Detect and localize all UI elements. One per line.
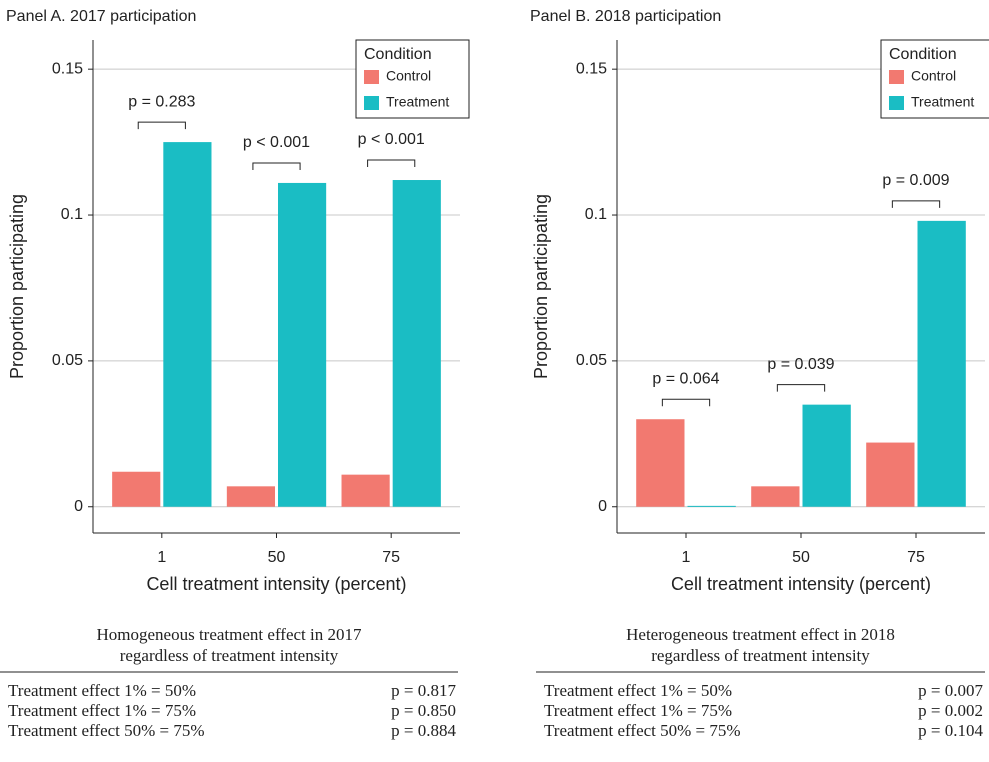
chart-title: Panel A. 2017 participation — [6, 8, 196, 25]
x-tick-label: 1 — [157, 549, 166, 566]
x-axis-label: Cell treatment intensity (percent) — [146, 574, 406, 594]
table-p-value: p = 0.002 — [918, 701, 983, 720]
legend-title: Condition — [889, 46, 957, 63]
y-axis-label: Proportion participating — [7, 194, 27, 379]
bar — [687, 505, 736, 507]
legend-label: Treatment — [911, 94, 974, 110]
x-axis-label: Cell treatment intensity (percent) — [671, 574, 931, 594]
table-caption: Homogeneous treatment effect in 2017 — [97, 625, 362, 644]
bar — [163, 142, 212, 507]
bar — [751, 486, 800, 507]
table-label: Treatment effect 1% = 50% — [544, 681, 732, 700]
y-tick-label: 0.15 — [52, 60, 83, 77]
legend-label: Treatment — [386, 94, 449, 110]
bar — [226, 486, 275, 507]
table-p-value: p = 0.104 — [918, 721, 983, 740]
p-value-label: p = 0.283 — [128, 93, 195, 110]
bracket — [661, 398, 711, 407]
table-p-value: p = 0.884 — [391, 721, 456, 740]
table-label: Treatment effect 1% = 75% — [8, 701, 196, 720]
legend-swatch — [889, 96, 904, 110]
x-tick-label: 1 — [682, 549, 691, 566]
bracket — [367, 159, 416, 168]
bracket — [252, 162, 301, 170]
legend-swatch — [889, 70, 904, 84]
table-label: Treatment effect 50% = 75% — [544, 721, 741, 740]
table-p-value: p = 0.850 — [391, 701, 456, 720]
p-value-label: p = 0.064 — [652, 370, 719, 387]
bracket — [776, 384, 826, 392]
table-label: Treatment effect 1% = 75% — [544, 701, 732, 720]
table-caption: regardless of treatment intensity — [120, 646, 339, 665]
y-tick-label: 0 — [598, 498, 607, 515]
bar — [917, 220, 966, 507]
legend-label: Control — [386, 68, 431, 84]
bar — [392, 180, 441, 507]
bar — [866, 442, 915, 507]
legend-swatch — [364, 96, 379, 110]
bar — [341, 474, 390, 507]
y-tick-label: 0.15 — [576, 60, 607, 77]
table-caption: regardless of treatment intensity — [651, 646, 870, 665]
legend-label: Control — [911, 68, 956, 84]
table-label: Treatment effect 1% = 50% — [8, 681, 196, 700]
y-tick-label: 0.1 — [585, 206, 607, 223]
y-tick-label: 0 — [74, 498, 83, 515]
p-value-label: p = 0.039 — [767, 356, 834, 373]
y-tick-label: 0.05 — [52, 352, 83, 369]
y-tick-label: 0.05 — [576, 352, 607, 369]
bracket — [137, 121, 186, 130]
chart-title: Panel B. 2018 participation — [530, 8, 721, 25]
table-p-value: p = 0.007 — [918, 681, 983, 700]
x-tick-label: 50 — [792, 549, 810, 566]
x-tick-label: 75 — [382, 549, 400, 566]
bar — [112, 471, 161, 507]
legend-swatch — [364, 70, 379, 84]
bar — [278, 182, 327, 507]
p-value-label: p = 0.009 — [882, 172, 949, 189]
x-tick-label: 50 — [268, 549, 286, 566]
bar — [636, 419, 685, 507]
y-axis-label: Proportion participating — [531, 194, 551, 379]
table-p-value: p = 0.817 — [391, 681, 456, 700]
p-value-label: p < 0.001 — [358, 131, 425, 148]
y-tick-label: 0.1 — [61, 206, 83, 223]
x-tick-label: 75 — [907, 549, 925, 566]
table-label: Treatment effect 50% = 75% — [8, 721, 205, 740]
bracket — [891, 200, 941, 208]
table-caption: Heterogeneous treatment effect in 2018 — [626, 625, 895, 644]
bar — [802, 404, 851, 507]
legend-title: Condition — [364, 46, 432, 63]
p-value-label: p < 0.001 — [243, 134, 310, 151]
